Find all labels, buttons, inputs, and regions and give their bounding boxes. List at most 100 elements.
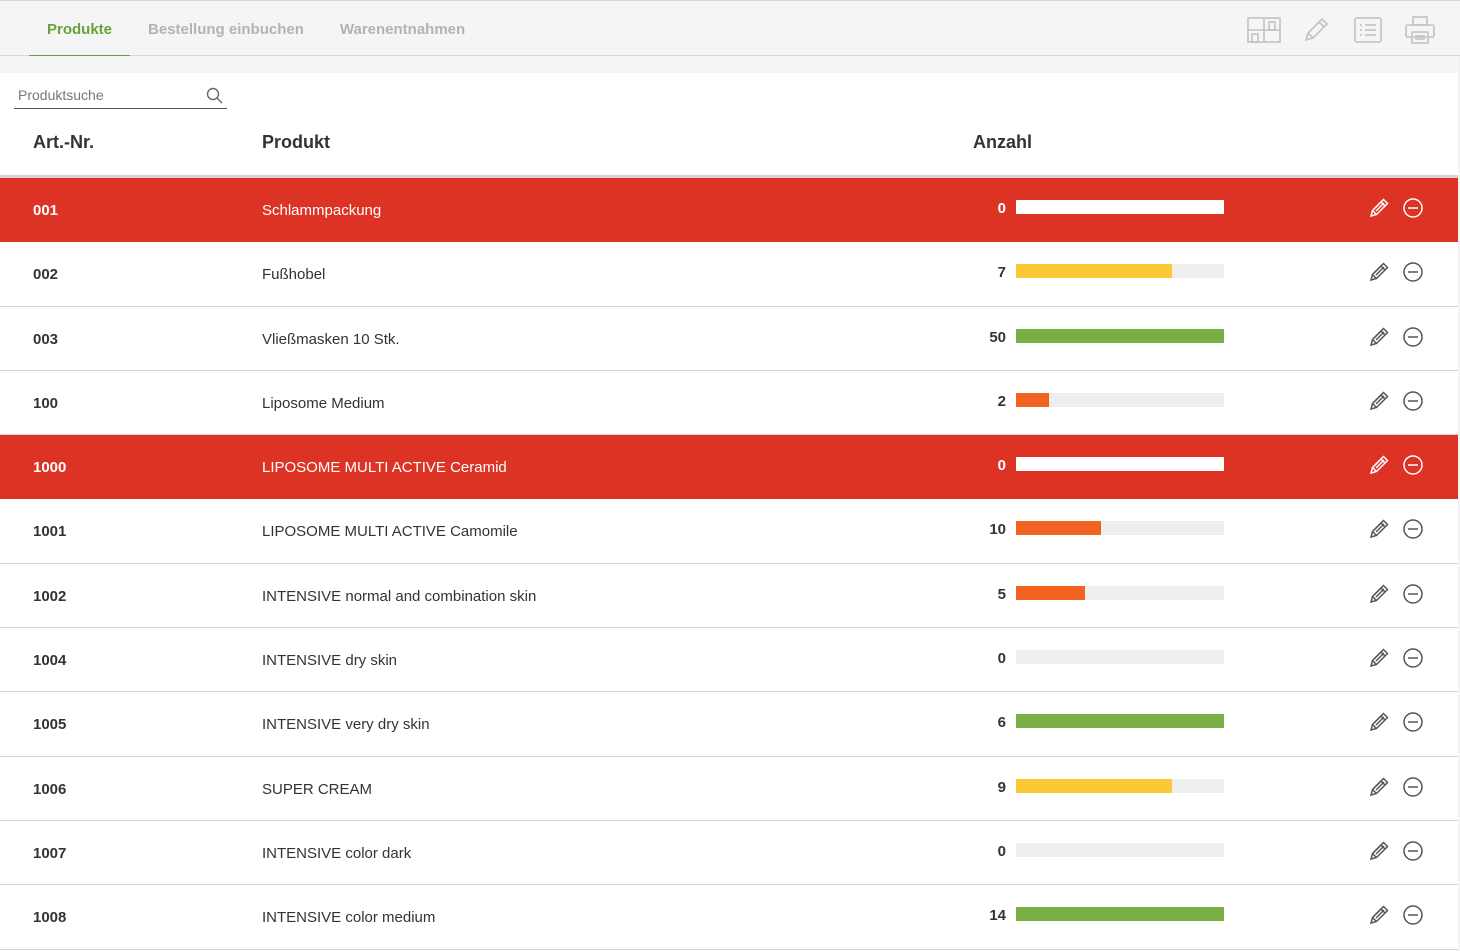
- table-row[interactable]: 1007 INTENSIVE color dark 0: [0, 820, 1458, 886]
- stock-level-bar: [1016, 907, 1224, 922]
- pencil-icon: [1369, 455, 1389, 475]
- search-icon[interactable]: [206, 87, 223, 104]
- row-actions: [1368, 904, 1424, 926]
- product-name: INTENSIVE color dark: [262, 844, 412, 862]
- tab-warenentnahmen[interactable]: Warenentnahmen: [339, 21, 466, 38]
- remove-row-button[interactable]: [1402, 776, 1424, 798]
- minus-circle-icon: [1403, 776, 1423, 797]
- remove-row-button[interactable]: [1402, 711, 1424, 733]
- edit-row-button[interactable]: [1368, 647, 1390, 669]
- row-actions: [1368, 647, 1424, 669]
- product-name: LIPOSOME MULTI ACTIVE Camomile: [262, 523, 518, 541]
- edit-row-button[interactable]: [1368, 454, 1390, 476]
- stock-level-bar: [1016, 650, 1224, 665]
- remove-row-button[interactable]: [1402, 454, 1424, 476]
- remove-row-button[interactable]: [1402, 904, 1424, 926]
- pencil-icon: [1369, 648, 1389, 668]
- column-header-art-nr[interactable]: Art.-Nr.: [33, 132, 95, 152]
- table-row[interactable]: 100 Liposome Medium 2: [0, 370, 1458, 436]
- search-input[interactable]: [14, 84, 198, 106]
- table-row[interactable]: 1001 LIPOSOME MULTI ACTIVE Camomile 10: [0, 499, 1458, 564]
- row-actions: [1368, 261, 1424, 283]
- row-actions: [1368, 518, 1424, 540]
- quantity-value: 50: [989, 328, 1006, 346]
- stock-level-bar: [1016, 714, 1224, 729]
- remove-row-button[interactable]: [1402, 390, 1424, 412]
- product-name: Vließmasken 10 Stk.: [262, 330, 400, 348]
- stock-level-bar: [1016, 200, 1224, 214]
- pencil-icon: [1369, 198, 1389, 218]
- stock-level-fill: [1016, 907, 1224, 922]
- remove-row-button[interactable]: [1402, 518, 1424, 540]
- product-name: SUPER CREAM: [262, 780, 373, 798]
- remove-row-button[interactable]: [1402, 840, 1424, 862]
- article-number: 1001: [33, 523, 67, 541]
- stock-level-fill: [1016, 585, 1085, 600]
- pencil-icon: [1369, 712, 1389, 732]
- product-name: Liposome Medium: [262, 394, 385, 412]
- table-row[interactable]: 1008 INTENSIVE color medium 14: [0, 885, 1458, 950]
- article-number: 1006: [33, 780, 67, 798]
- minus-circle-icon: [1403, 262, 1423, 283]
- stock-level-fill: [1016, 521, 1102, 536]
- minus-circle-icon: [1403, 391, 1423, 411]
- stock-level-fill: [1016, 200, 1224, 214]
- product-name: INTENSIVE dry skin: [262, 652, 398, 670]
- edit-row-button[interactable]: [1368, 840, 1390, 862]
- quantity-value: 0: [997, 200, 1006, 217]
- table-row[interactable]: 1005 INTENSIVE very dry skin 6: [0, 692, 1458, 757]
- table-row[interactable]: 1006 SUPER CREAM 9: [0, 756, 1458, 821]
- edit-button[interactable]: [1290, 13, 1342, 47]
- quantity-value: 2: [997, 392, 1006, 410]
- nav-separator: [0, 56, 1460, 73]
- column-header-produkt[interactable]: Produkt: [262, 132, 331, 152]
- column-header-anzahl[interactable]: Anzahl: [973, 132, 1033, 152]
- article-number: 1005: [33, 716, 67, 734]
- list-button[interactable]: [1342, 13, 1394, 47]
- minus-circle-icon: [1403, 519, 1423, 540]
- row-actions: [1368, 390, 1424, 412]
- row-actions: [1368, 776, 1424, 798]
- table-row[interactable]: 003 Vließmasken 10 Stk. 50: [0, 306, 1458, 371]
- product-name: LIPOSOME MULTI ACTIVE Ceramid: [262, 459, 507, 477]
- minus-circle-icon: [1403, 905, 1423, 926]
- table-row[interactable]: 1000 LIPOSOME MULTI ACTIVE Ceramid 0: [0, 435, 1458, 500]
- tab-bestellung-einbuchen[interactable]: Bestellung einbuchen: [148, 21, 304, 38]
- print-button[interactable]: [1394, 13, 1446, 47]
- edit-row-button[interactable]: [1368, 390, 1390, 412]
- table-row[interactable]: 001 Schlammpackung 0: [0, 178, 1458, 243]
- quantity-value: 9: [997, 778, 1006, 796]
- edit-row-button[interactable]: [1368, 904, 1390, 926]
- edit-row-button[interactable]: [1368, 197, 1390, 219]
- product-name: Fußhobel: [262, 266, 326, 284]
- edit-row-button[interactable]: [1368, 583, 1390, 605]
- pencil-icon: [1369, 262, 1389, 282]
- edit-row-button[interactable]: [1368, 518, 1390, 540]
- product-name: INTENSIVE color medium: [262, 909, 436, 927]
- stock-level-bar: [1016, 457, 1224, 472]
- remove-row-button[interactable]: [1402, 197, 1424, 219]
- remove-row-button[interactable]: [1402, 583, 1424, 605]
- table-row[interactable]: 002 Fußhobel 7: [0, 242, 1458, 307]
- edit-row-button[interactable]: [1368, 776, 1390, 798]
- shelf-icon: [1247, 17, 1281, 43]
- remove-row-button[interactable]: [1402, 326, 1424, 348]
- table-row[interactable]: 1004 INTENSIVE dry skin 0: [0, 628, 1458, 693]
- tab-produkte[interactable]: Produkte: [29, 1, 131, 57]
- remove-row-button[interactable]: [1402, 261, 1424, 283]
- minus-circle-icon: [1403, 455, 1423, 475]
- shelf-button[interactable]: [1238, 13, 1290, 47]
- stock-level-bar: [1016, 842, 1224, 857]
- edit-row-button[interactable]: [1368, 326, 1390, 348]
- edit-row-button[interactable]: [1368, 711, 1390, 733]
- edit-row-button[interactable]: [1368, 261, 1390, 283]
- quantity-value: 0: [997, 457, 1006, 475]
- article-number: 1002: [33, 587, 67, 605]
- minus-circle-icon: [1403, 648, 1423, 668]
- pencil-icon: [1369, 841, 1389, 861]
- stock-level-fill: [1016, 778, 1172, 793]
- stock-level-fill: [1016, 392, 1050, 407]
- remove-row-button[interactable]: [1402, 647, 1424, 669]
- table-row[interactable]: 1002 INTENSIVE normal and combination sk…: [0, 563, 1458, 629]
- pencil-icon: [1304, 17, 1329, 42]
